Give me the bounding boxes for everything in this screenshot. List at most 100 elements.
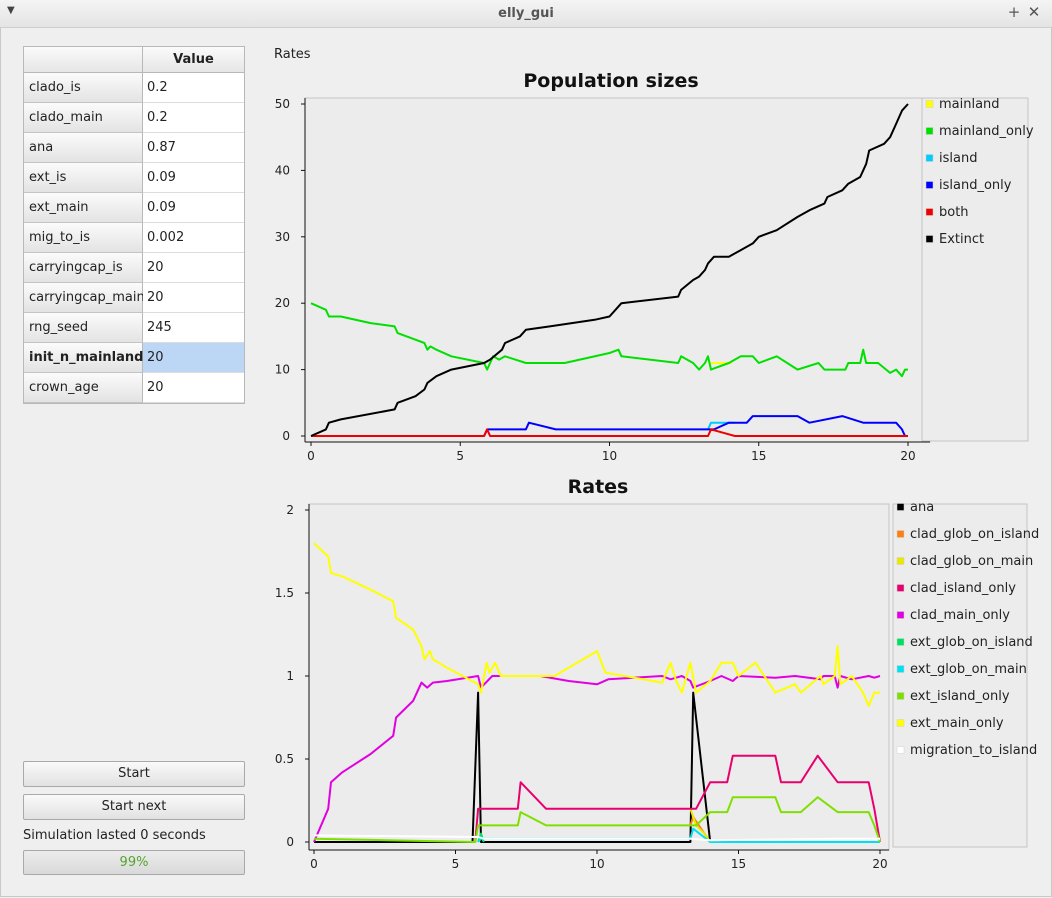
- legend-swatch: [896, 611, 905, 619]
- legend-swatch: [896, 746, 905, 754]
- param-row: clado_main 0.2: [24, 103, 244, 133]
- table-corner[interactable]: [24, 47, 143, 73]
- legend-swatch: [925, 127, 934, 135]
- close-icon[interactable]: ✕: [1027, 3, 1041, 21]
- simulation-status-label: Simulation lasted 0 seconds: [23, 828, 206, 843]
- legend-label: island_only: [939, 178, 1012, 193]
- legend-label: Extinct: [939, 232, 984, 247]
- param-row: crown_age 20: [24, 373, 244, 403]
- param-row: mig_to_is 0.002: [24, 223, 244, 253]
- x-tick-label: 5: [452, 857, 460, 871]
- legend-swatch: [896, 692, 905, 700]
- param-name[interactable]: clado_is: [24, 73, 143, 103]
- param-row: carryingcap_main 20: [24, 283, 244, 313]
- param-name[interactable]: ana: [24, 133, 143, 163]
- legend-label: clad_island_only: [910, 581, 1016, 596]
- y-tick-label: 20: [275, 296, 290, 310]
- y-tick-label: 40: [275, 163, 290, 177]
- param-name[interactable]: rng_seed: [24, 313, 143, 343]
- legend-label: ext_glob_on_island: [910, 635, 1033, 650]
- chart-title: Rates: [568, 476, 629, 498]
- series-line-ext_island_only: [313, 796, 881, 843]
- y-tick-label: 1.5: [275, 586, 294, 600]
- param-name[interactable]: ext_main: [24, 193, 143, 223]
- chart-title: Population sizes: [523, 70, 698, 92]
- param-row: clado_is 0.2: [24, 73, 244, 103]
- progress-bar: 99%: [23, 850, 245, 875]
- title-bar: ▼ elly_gui + ✕: [0, 0, 1052, 28]
- legend-swatch: [925, 154, 934, 162]
- param-row: rng_seed 245: [24, 313, 244, 343]
- y-tick-label: 30: [275, 230, 290, 244]
- series-line-both: [311, 428, 908, 437]
- series-line-ana: [314, 691, 880, 843]
- legend-label: ext_main_only: [910, 716, 1004, 731]
- param-value[interactable]: 20: [143, 253, 244, 283]
- y-tick-label: 50: [275, 97, 290, 111]
- window-title: elly_gui: [498, 6, 554, 21]
- maximize-icon[interactable]: +: [1007, 3, 1021, 21]
- param-value[interactable]: 245: [143, 313, 244, 343]
- legend-label: ext_island_only: [910, 689, 1010, 704]
- param-name[interactable]: clado_main: [24, 103, 143, 133]
- param-row: carryingcap_is 20: [24, 253, 244, 283]
- x-tick-label: 15: [751, 449, 766, 463]
- param-value[interactable]: 0.2: [143, 73, 244, 103]
- param-value[interactable]: 20: [143, 283, 244, 313]
- rates-chart: Rates 0 5 10 15 20 0 0.5 1 1.5 2 ana clad_glob_on_is…: [275, 476, 1039, 871]
- x-tick-label: 10: [589, 857, 604, 871]
- series-line-ext_glob_on_main: [477, 827, 880, 843]
- param-name[interactable]: mig_to_is: [24, 223, 143, 253]
- series-line-mainland_only: [310, 302, 908, 378]
- param-value[interactable]: 0.09: [143, 193, 244, 223]
- series-line-Extinct: [310, 103, 909, 437]
- legend-swatch: [925, 208, 934, 216]
- legend-label: island: [939, 151, 977, 166]
- param-value[interactable]: 0.2: [143, 103, 244, 133]
- legend-swatch: [896, 719, 905, 727]
- param-value[interactable]: 20: [143, 343, 244, 373]
- x-tick-label: 10: [602, 449, 617, 463]
- param-name[interactable]: crown_age: [24, 373, 143, 403]
- legend-swatch: [896, 557, 905, 565]
- legend-label: ext_glob_on_main: [910, 662, 1027, 677]
- series-line-migration_to_island: [313, 834, 880, 842]
- legend-label: both: [939, 205, 969, 220]
- legend-swatch: [896, 584, 905, 592]
- legend-label: mainland: [939, 97, 1000, 112]
- param-name[interactable]: init_n_mainland: [24, 343, 143, 373]
- population-sizes-chart: Population sizes 0 5 10 15 20 0 10 20 30 40 50 mainl…: [275, 70, 1034, 463]
- param-name[interactable]: carryingcap_main: [24, 283, 145, 313]
- param-value[interactable]: 0.002: [143, 223, 244, 253]
- y-tick-label: 0: [286, 835, 294, 849]
- y-tick-label: 10: [275, 363, 290, 377]
- plot-area: [304, 97, 931, 443]
- series-line-clad_island_only: [474, 754, 881, 843]
- param-name[interactable]: ext_is: [24, 163, 143, 193]
- param-name[interactable]: carryingcap_is: [24, 253, 143, 283]
- start-button[interactable]: Start: [23, 761, 245, 787]
- legend-swatch: [925, 235, 934, 243]
- parameter-table: Value clado_is 0.2 clado_main 0.2 ana 0.…: [23, 46, 245, 404]
- y-tick-label: 1: [286, 669, 294, 683]
- window-menu-icon[interactable]: ▼: [7, 5, 15, 16]
- legend-swatch: [896, 530, 905, 538]
- rates-label: Rates: [274, 47, 311, 62]
- param-value[interactable]: 20: [143, 373, 244, 403]
- param-value[interactable]: 0.09: [143, 163, 244, 193]
- legend-box: [892, 503, 1028, 848]
- legend-swatch: [896, 665, 905, 673]
- legend-label: clad_glob_on_island: [910, 527, 1039, 542]
- start-next-button[interactable]: Start next: [23, 794, 245, 820]
- legend-box: [921, 97, 1029, 442]
- x-tick-label: 0: [310, 857, 318, 871]
- legend-swatch: [896, 503, 905, 511]
- x-tick-label: 15: [731, 857, 746, 871]
- legend-label: clad_main_only: [910, 608, 1010, 623]
- value-column-header[interactable]: Value: [143, 47, 244, 73]
- legend-label: migration_to_island: [910, 743, 1037, 758]
- param-row: ext_main 0.09: [24, 193, 244, 223]
- x-tick-label: 20: [900, 449, 915, 463]
- param-value[interactable]: 0.87: [143, 133, 244, 163]
- legend-swatch: [925, 181, 934, 189]
